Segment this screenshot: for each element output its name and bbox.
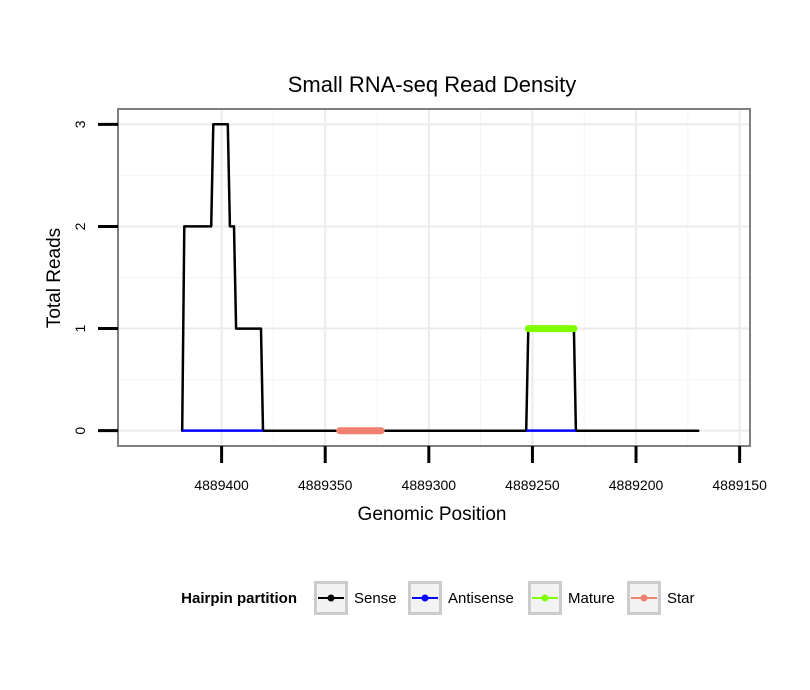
x-axis-title: Genomic Position: [358, 504, 507, 525]
series-layer: [180, 123, 700, 435]
legend-item-mature: Mature: [528, 581, 615, 615]
x-tick-label-4: 4889200: [609, 477, 664, 493]
legend: Hairpin partition Sense Antisense Mature St…: [181, 581, 695, 615]
legend-item-star: Star: [627, 581, 695, 615]
y-axis-title: Total Reads: [44, 228, 65, 328]
axis-layer: 4889400 4889350 4889300 4889250 4889200 48891…: [72, 120, 767, 493]
legend-label-antisense: Antisense: [448, 590, 514, 607]
x-tick-label-1: 4889350: [298, 477, 353, 493]
legend-entries: Sense Antisense Mature Star: [314, 581, 695, 615]
legend-item-sense: Sense: [314, 581, 397, 615]
legend-key-point-sense: [327, 594, 335, 602]
x-tick-label-0: 4889400: [194, 477, 249, 493]
legend-label-star: Star: [667, 590, 695, 607]
chart-title: Small RNA-seq Read Density: [288, 72, 577, 97]
y-tick-label-2: 2: [72, 222, 88, 230]
legend-label-mature: Mature: [568, 590, 615, 607]
x-tick-label-3: 4889250: [505, 477, 560, 493]
y-tick-label-3: 3: [72, 120, 88, 128]
grid-layer: [118, 109, 750, 446]
legend-title: Hairpin partition: [181, 590, 297, 607]
y-tick-label-0: 0: [72, 427, 88, 435]
x-tick-label-2: 4889300: [402, 477, 457, 493]
panel-border: [117, 108, 751, 447]
y-tick-label-1: 1: [72, 324, 88, 332]
legend-key-point-star: [640, 594, 648, 602]
legend-key-point-antisense: [421, 594, 429, 602]
legend-item-antisense: Antisense: [408, 581, 514, 615]
legend-label-sense: Sense: [354, 590, 397, 607]
legend-key-point-mature: [541, 594, 549, 602]
x-tick-label-5: 4889150: [712, 477, 767, 493]
